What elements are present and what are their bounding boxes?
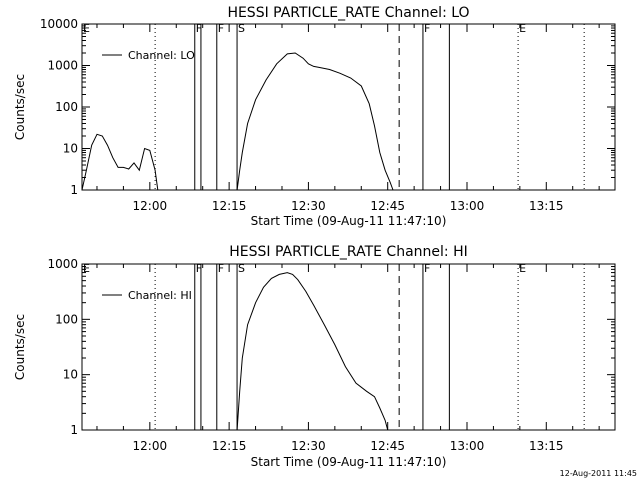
x-axis-label: Start Time (09-Aug-11 11:47:10) bbox=[251, 455, 447, 469]
chart-panel-1: HESSI PARTICLE_RATE Channel: LO E F F S F E 1 10… bbox=[13, 5, 616, 228]
x-tick-label: 12:30 bbox=[291, 199, 326, 213]
legend-label: Channel: HI bbox=[128, 289, 192, 302]
x-tick-label: 13:15 bbox=[529, 199, 564, 213]
x-tick-label: 12:15 bbox=[212, 199, 247, 213]
series-line bbox=[81, 133, 159, 191]
x-tick-label: 12:15 bbox=[212, 439, 247, 453]
event-marker-label: E bbox=[83, 262, 90, 275]
chart-panel-2: HESSI PARTICLE_RATE Channel: HI E F F S F E 1 10… bbox=[13, 244, 616, 469]
legend-label: Channel: LO bbox=[128, 49, 195, 62]
chart-title: HESSI PARTICLE_RATE Channel: LO bbox=[227, 5, 469, 21]
event-marker-label: F bbox=[424, 262, 430, 275]
x-tick-label: 12:30 bbox=[291, 439, 326, 453]
series-line bbox=[236, 272, 389, 431]
x-tick-label: 13:15 bbox=[529, 439, 564, 453]
x-tick-label: 13:00 bbox=[450, 199, 485, 213]
event-marker-label: S bbox=[238, 262, 245, 275]
y-tick-label: 1000 bbox=[47, 59, 78, 73]
y-tick-label: 1 bbox=[70, 423, 78, 437]
footer-timestamp: 12-Aug-2011 11:45 bbox=[560, 469, 637, 478]
event-marker-label: F bbox=[196, 262, 202, 275]
y-tick-label: 10 bbox=[63, 142, 78, 156]
y-tick-label: 100 bbox=[55, 312, 78, 326]
event-marker-label: F bbox=[218, 22, 224, 35]
series-line bbox=[236, 52, 394, 191]
event-marker-label: E bbox=[519, 262, 526, 275]
x-tick-label: 12:45 bbox=[370, 439, 405, 453]
x-tick-label: 12:45 bbox=[370, 199, 405, 213]
event-marker-label: E bbox=[519, 22, 526, 35]
x-tick-label: 13:00 bbox=[450, 439, 485, 453]
x-tick-label: 12:00 bbox=[133, 199, 168, 213]
event-marker-label: F bbox=[424, 22, 430, 35]
y-axis-label: Counts/sec bbox=[13, 314, 27, 380]
y-axis-label: Counts/sec bbox=[13, 74, 27, 140]
event-marker-label: F bbox=[196, 22, 202, 35]
event-marker-label: S bbox=[238, 22, 245, 35]
y-tick-label: 1000 bbox=[47, 257, 78, 271]
chart-title: HESSI PARTICLE_RATE Channel: HI bbox=[229, 244, 467, 260]
y-tick-label: 10 bbox=[63, 368, 78, 382]
y-tick-label: 10000 bbox=[40, 17, 78, 31]
x-tick-label: 12:00 bbox=[133, 439, 168, 453]
y-tick-label: 100 bbox=[55, 100, 78, 114]
event-marker-label: E bbox=[83, 22, 90, 35]
y-tick-label: 1 bbox=[70, 183, 78, 197]
x-axis-label: Start Time (09-Aug-11 11:47:10) bbox=[251, 214, 447, 228]
event-marker-label: F bbox=[218, 262, 224, 275]
plot-frame bbox=[81, 263, 616, 431]
